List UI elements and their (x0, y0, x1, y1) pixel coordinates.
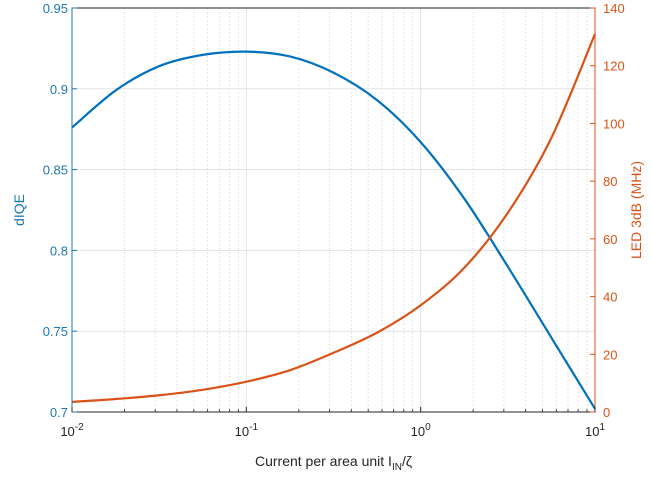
left-y-axis: 0.7 0.75 0.8 0.85 0.9 0.95 (43, 1, 77, 420)
x-tick-base: 10 (411, 424, 425, 439)
minor-gridlines (124, 8, 588, 412)
right-tick-label: 0 (603, 405, 610, 420)
x-axis: 10-2 10-1 100 101 (60, 407, 605, 439)
x-axis-label: Current per area unit IIN/ζ (255, 453, 412, 473)
right-tick-label: 60 (603, 232, 617, 247)
right-tick-label: 20 (603, 347, 617, 362)
x-tick-exponent: -2 (75, 422, 84, 433)
x-tick-exponent: -1 (249, 422, 258, 433)
right-tick-label: 140 (603, 1, 625, 16)
right-axis-label: LED 3dB (MHz) (628, 161, 644, 259)
left-tick-label: 0.7 (50, 405, 68, 420)
x-tick-label: 10-2 (60, 422, 84, 439)
x-tick-exponent: 0 (425, 422, 431, 433)
left-tick-label: 0.85 (43, 163, 68, 178)
left-tick-label: 0.95 (43, 1, 68, 16)
left-tick-label: 0.75 (43, 324, 68, 339)
x-tick-base: 10 (60, 424, 74, 439)
x-axis-label-tail: /ζ (402, 453, 412, 469)
x-tick-base: 10 (235, 424, 249, 439)
x-axis-label-subscript: IN (392, 462, 402, 473)
right-y-axis: 0 20 40 60 80 100 120 140 (590, 1, 625, 420)
x-tick-base: 10 (585, 424, 599, 439)
x-tick-label: 100 (411, 422, 431, 439)
left-tick-label: 0.8 (50, 243, 68, 258)
x-tick-exponent: 1 (599, 422, 605, 433)
x-tick-label: 101 (585, 422, 605, 439)
right-tick-label: 100 (603, 116, 625, 131)
right-tick-label: 80 (603, 174, 617, 189)
plot-area-frame (71, 7, 596, 413)
x-axis-label-main: Current per area unit I (255, 453, 392, 469)
right-tick-label: 40 (603, 290, 617, 305)
right-tick-label: 120 (603, 59, 625, 74)
major-gridlines (71, 7, 596, 413)
left-axis-label: dIQE (11, 194, 27, 226)
x-tick-label: 10-1 (235, 422, 259, 439)
diqe-series-line (71, 50, 596, 410)
series-layer (71, 33, 597, 410)
led-3db-series-line (71, 33, 597, 403)
left-tick-label: 0.9 (50, 82, 68, 97)
